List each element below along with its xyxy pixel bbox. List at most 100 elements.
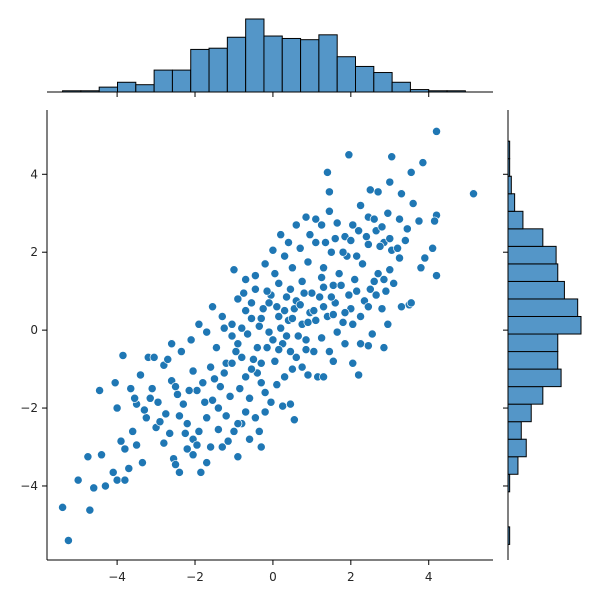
scatter-point [274,345,284,355]
scatter-point [100,481,110,491]
scatter-point [301,212,311,222]
scatter-point [309,347,319,357]
scatter-point [420,253,430,263]
scatter-point [235,384,245,394]
scatter-point [63,536,73,545]
scatter-point [159,438,169,448]
top-hist-bar [117,81,137,93]
top-hist-bar [135,84,155,93]
scatter-point [317,333,327,343]
scatter-point [377,304,387,314]
scatter-point [110,378,120,388]
scatter-point [256,378,266,388]
scatter-point [291,220,301,230]
scatter-point [211,343,221,353]
right-hist-bar [507,280,565,300]
scatter-point [192,386,202,395]
scatter-point [241,275,251,284]
scatter-point [328,280,338,290]
scatter-point [137,458,147,468]
y-tick-label: −2 [20,401,38,415]
scatter-point [200,397,210,407]
scatter-point [247,298,256,308]
scatter-point [184,386,194,395]
scatter-point [89,483,99,493]
scatter-point [233,419,243,429]
scatter-point [284,238,293,247]
scatter-point [328,310,338,319]
scatter-point [225,391,235,401]
scatter-point [256,442,266,452]
scatter-point [363,341,373,351]
scatter-point [406,167,416,177]
scatter-point [171,460,180,469]
scatter-point [258,304,268,314]
scatter-point [161,409,171,419]
scatter-point [233,339,243,349]
top-hist-ticks [116,92,430,97]
scatter-point [352,251,362,261]
scatter-point [270,356,280,366]
scatter-point [272,380,282,390]
scatter-point [352,286,362,296]
scatter-point [416,263,426,273]
scatter-point [147,384,157,394]
scatter-point [202,327,212,337]
scatter-point [196,467,206,477]
scatter-point [250,271,260,281]
scatter-point [132,440,142,450]
scatter-point [213,403,223,413]
top-hist-bar [336,56,357,93]
scatter-point [354,370,364,380]
scatter-point [336,280,346,290]
scatter-point [126,384,136,394]
top-hist-bar [171,69,192,93]
scatter-point [334,269,344,279]
scatter-point [237,352,247,362]
scatter-point [324,206,334,216]
scatter-point [406,298,416,308]
scatter-point [178,399,188,409]
scatter-point [430,216,440,226]
scatter-point [274,278,284,288]
scatter-point [432,271,441,281]
scatter-point [227,319,237,329]
top-hist-bar [355,65,375,93]
scatter-point [202,413,212,423]
scatter-point [128,426,138,436]
scatter-point [326,247,336,257]
histogram-right-bars [507,140,582,545]
scatter-point [319,302,329,312]
scatter-point [319,282,329,292]
x-tick-label: −2 [186,570,204,584]
scatter-point [233,452,243,462]
scatter-point [280,306,290,316]
scatter-point [414,216,424,226]
scatter-point [338,247,348,257]
y-tick-label: −4 [20,479,38,493]
scatter-point [176,347,186,357]
scatter-point [58,502,68,512]
scatter-point [217,312,227,321]
scatter-point [145,393,155,403]
scatter-point [248,354,258,364]
scatter-point [371,290,381,300]
scatter-point [301,345,311,355]
scatter-point [356,200,366,210]
scatter-point [237,323,247,333]
scatter-point [282,331,291,341]
scatter-point [361,232,371,242]
top-hist-bar [153,69,173,93]
scatter-point [344,290,354,300]
scatter-point [250,284,260,294]
scatter-point [202,458,212,468]
scatter-point [387,152,397,162]
right-hist-bar [507,245,557,265]
scatter-point [120,444,130,454]
scatter-point [229,426,239,436]
scatter-point [303,257,313,267]
right-hist-bar [507,228,544,247]
scatter-point [163,354,173,364]
scatter-point [118,351,128,360]
scatter-point [73,475,83,485]
